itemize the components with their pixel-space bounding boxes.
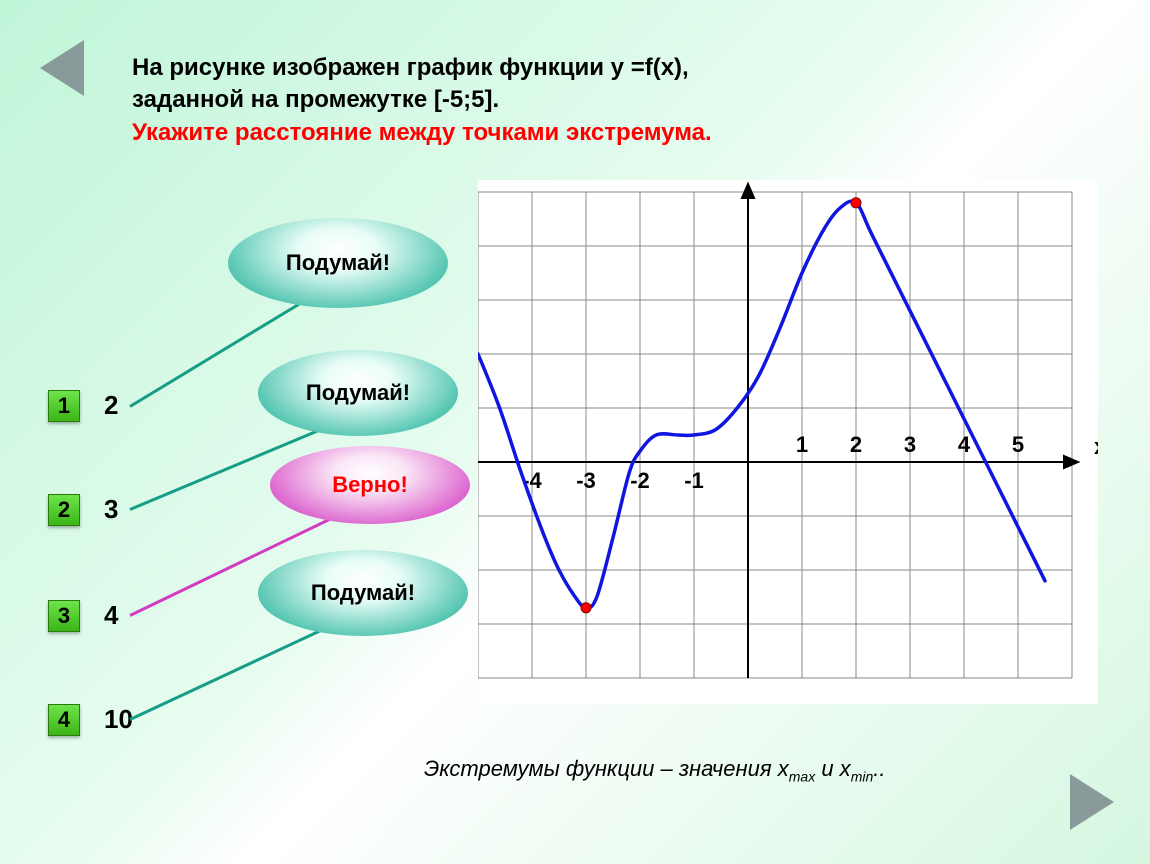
answer-button-1[interactable]: 1 (48, 390, 80, 422)
svg-text:5: 5 (1012, 432, 1024, 457)
answer-value-4: 10 (104, 704, 133, 735)
svg-text:1: 1 (796, 432, 808, 457)
nav-next-button[interactable] (1070, 774, 1114, 830)
footnote-sub-min: min (851, 768, 874, 784)
feedback-bubble-1: Подумай! (228, 218, 448, 308)
footnote-mid: и x (815, 756, 850, 781)
answer-button-3[interactable]: 3 (48, 600, 80, 632)
svg-text:-3: -3 (576, 468, 596, 493)
answer-value-2: 3 (104, 494, 118, 525)
question-line-2: заданной на промежутке [-5;5]. (132, 84, 712, 116)
footnote-prefix: Экстремумы функции – значения x (424, 756, 789, 781)
answer-button-2[interactable]: 2 (48, 494, 80, 526)
answer-button-4[interactable]: 4 (48, 704, 80, 736)
question-line-1: На рисунке изображен график функции y =f… (132, 52, 712, 84)
nav-prev-button[interactable] (40, 40, 84, 96)
function-chart: -4-3-2-112345х (478, 180, 1098, 704)
answer-value-1: 2 (104, 390, 118, 421)
footnote-sub-max: max (789, 768, 815, 784)
svg-text:-1: -1 (684, 468, 704, 493)
footnote-suffix: .. (873, 756, 885, 781)
bubble-tail-4 (129, 620, 340, 721)
answer-value-3: 4 (104, 600, 118, 631)
question-text: На рисунке изображен график функции y =f… (132, 52, 712, 149)
feedback-bubble-3: Верно! (270, 446, 470, 524)
question-line-3: Укажите расстояние между точками экстрем… (132, 117, 712, 149)
svg-text:-2: -2 (630, 468, 650, 493)
footnote-text: Экстремумы функции – значения xmax и xmi… (424, 756, 885, 784)
svg-text:3: 3 (904, 432, 916, 457)
svg-text:2: 2 (850, 432, 862, 457)
feedback-bubble-2: Подумай! (258, 350, 458, 436)
svg-text:х: х (1094, 434, 1098, 459)
feedback-bubble-4: Подумай! (258, 550, 468, 636)
svg-text:4: 4 (958, 432, 971, 457)
